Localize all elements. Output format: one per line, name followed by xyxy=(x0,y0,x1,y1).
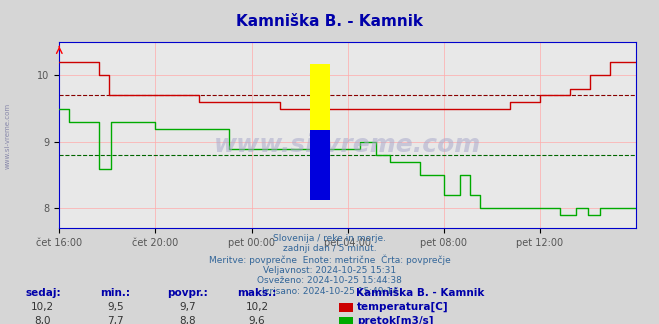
Text: povpr.:: povpr.: xyxy=(167,288,208,298)
Text: zadnji dan / 5 minut.: zadnji dan / 5 minut. xyxy=(283,244,376,253)
Text: temperatura[C]: temperatura[C] xyxy=(357,302,449,312)
Text: 8,8: 8,8 xyxy=(179,316,196,324)
Text: Kamniška B. - Kamnik: Kamniška B. - Kamnik xyxy=(356,288,484,298)
Text: www.si-vreme.com: www.si-vreme.com xyxy=(5,103,11,169)
Text: sedaj:: sedaj: xyxy=(25,288,61,298)
Text: 9,6: 9,6 xyxy=(248,316,266,324)
Text: Izrisano: 2024-10-25 15:49:14: Izrisano: 2024-10-25 15:49:14 xyxy=(262,287,397,296)
Text: 8,0: 8,0 xyxy=(34,316,51,324)
Text: 10,2: 10,2 xyxy=(245,302,269,312)
Text: 9,5: 9,5 xyxy=(107,302,124,312)
Text: www.si-vreme.com: www.si-vreme.com xyxy=(214,133,481,156)
Bar xyxy=(310,64,330,135)
Text: 7,7: 7,7 xyxy=(107,316,124,324)
Text: Veljavnost: 2024-10-25 15:31: Veljavnost: 2024-10-25 15:31 xyxy=(263,266,396,275)
Text: Kamniška B. - Kamnik: Kamniška B. - Kamnik xyxy=(236,14,423,29)
Text: min.:: min.: xyxy=(100,288,130,298)
Text: 9,7: 9,7 xyxy=(179,302,196,312)
Text: Osveženo: 2024-10-25 15:44:38: Osveženo: 2024-10-25 15:44:38 xyxy=(257,276,402,285)
Text: maks.:: maks.: xyxy=(237,288,277,298)
Text: Slovenija / reke in morje.: Slovenija / reke in morje. xyxy=(273,234,386,243)
Text: 10,2: 10,2 xyxy=(31,302,55,312)
Bar xyxy=(310,130,330,201)
Text: pretok[m3/s]: pretok[m3/s] xyxy=(357,316,434,324)
Text: Meritve: povprečne  Enote: metrične  Črta: povprečje: Meritve: povprečne Enote: metrične Črta:… xyxy=(209,254,450,265)
